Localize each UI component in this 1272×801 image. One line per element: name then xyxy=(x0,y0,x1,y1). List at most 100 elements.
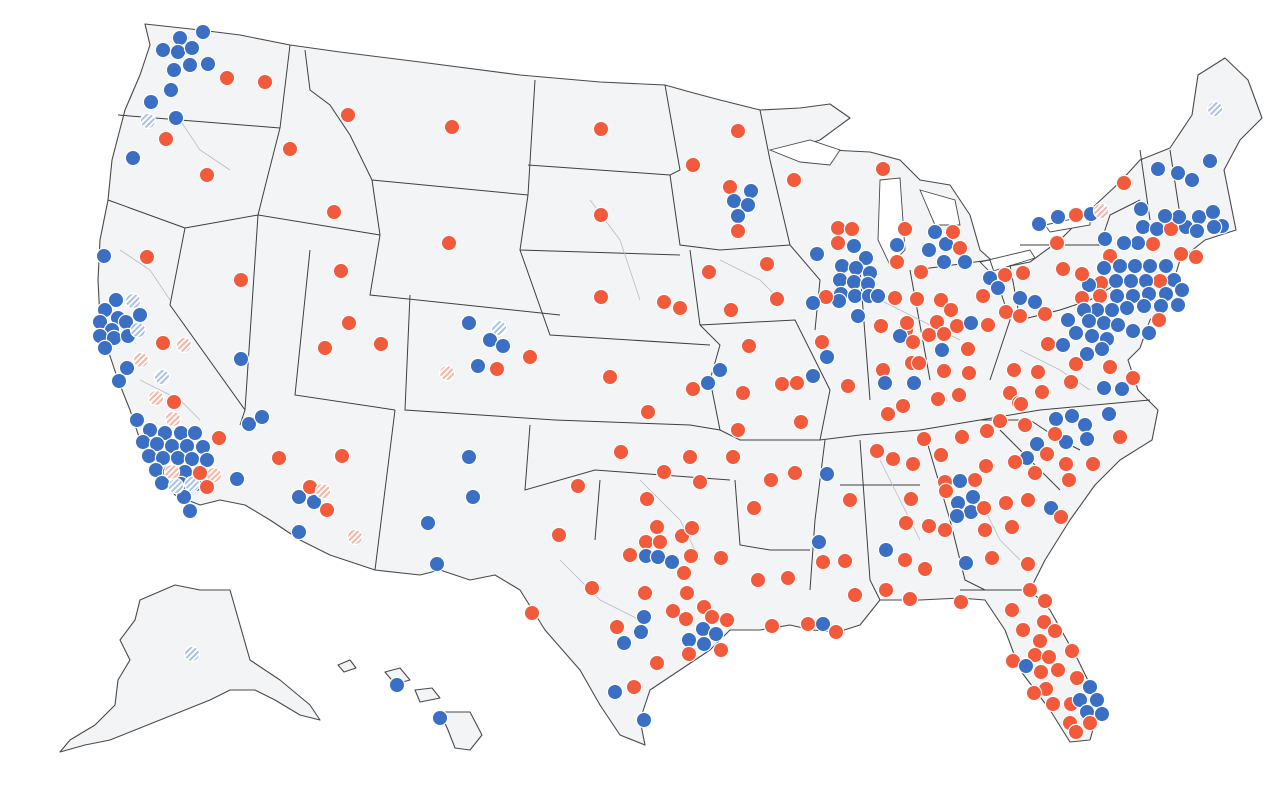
rep-district-dot xyxy=(1014,621,1032,639)
rep-district-dot xyxy=(664,602,682,620)
rep-district-dot xyxy=(639,403,657,421)
rep-district-dot xyxy=(612,443,630,461)
rep-district-dot xyxy=(675,564,693,582)
dem-district-dot xyxy=(1078,345,1096,363)
dem-district-dot xyxy=(464,488,482,506)
dem-district-dot xyxy=(1183,171,1201,189)
rep-district-dot xyxy=(1032,663,1050,681)
dem-district-dot xyxy=(814,615,832,633)
rep-district-dot xyxy=(325,203,343,221)
dem-district-dot xyxy=(847,259,865,277)
dem-district-dot xyxy=(635,711,653,729)
rep-district-dot xyxy=(651,533,669,551)
dem-district-dot xyxy=(1107,272,1125,290)
dem-district-dot xyxy=(1149,160,1167,178)
rep-district-dot xyxy=(638,490,656,508)
rep-district-dot xyxy=(521,348,539,366)
dem-district-dot xyxy=(849,307,867,325)
dem-district-dot xyxy=(1030,215,1048,233)
dem-district-dot xyxy=(118,359,136,377)
rep-district-dot xyxy=(975,499,993,517)
rep-district-dot xyxy=(1005,361,1023,379)
rep-district-dot xyxy=(1067,206,1085,224)
dem-district-dot xyxy=(1134,218,1152,236)
rep-district-dot xyxy=(232,271,250,289)
rep-district-dot xyxy=(721,178,739,196)
dem-district-dot xyxy=(1152,297,1170,315)
dem-district-dot xyxy=(1026,293,1044,311)
rep-district-dot xyxy=(768,290,786,308)
dem-district-dot xyxy=(1095,259,1113,277)
rep-district-dot xyxy=(912,263,930,281)
dem-district-dot xyxy=(128,411,146,429)
dem-district-dot xyxy=(1080,312,1098,330)
dem-district-dot xyxy=(154,41,172,59)
rep-district-dot xyxy=(749,571,767,589)
dem-district-dot xyxy=(1047,410,1065,428)
dem-district-dot xyxy=(181,502,199,520)
dem-district-dot xyxy=(140,447,158,465)
rep-district-dot xyxy=(681,448,699,466)
dem-district-dot xyxy=(957,554,975,572)
dem-district-dot xyxy=(232,350,250,368)
rep-district-dot xyxy=(1150,311,1168,329)
rep-district-dot xyxy=(684,380,702,398)
rep-district-dot xyxy=(740,337,758,355)
rep-district-dot xyxy=(829,234,847,252)
rep-district-dot xyxy=(440,234,458,252)
rep-district-dot xyxy=(210,429,228,447)
rep-district-dot xyxy=(684,156,702,174)
rep-district-dot xyxy=(655,463,673,481)
rep-district-dot xyxy=(959,340,977,358)
rep-district-dot xyxy=(677,610,695,628)
dem-lean-district-dot xyxy=(129,321,147,339)
dem-district-dot xyxy=(1109,316,1127,334)
dem-district-dot xyxy=(131,306,149,324)
rep-district-dot xyxy=(1124,369,1142,387)
rep-district-dot xyxy=(1036,305,1054,323)
rep-district-dot xyxy=(944,223,962,241)
rep-district-dot xyxy=(762,471,780,489)
rep-district-dot xyxy=(874,160,892,178)
rep-district-dot xyxy=(316,339,334,357)
dem-district-dot xyxy=(857,249,875,267)
rep-district-dot xyxy=(1035,613,1053,631)
dem-district-dot xyxy=(1205,218,1223,236)
rep-district-dot xyxy=(836,552,854,570)
rep-district-dot xyxy=(1101,358,1119,376)
dem-district-dot xyxy=(926,223,944,241)
dem-district-dot xyxy=(1190,208,1208,226)
rep-lean-district-dot xyxy=(147,389,165,407)
rep-district-dot xyxy=(333,447,351,465)
rep-district-dot xyxy=(601,368,619,386)
rep-district-dot xyxy=(583,579,601,597)
rep-district-dot xyxy=(700,263,718,281)
dem-district-dot xyxy=(175,488,193,506)
rep-district-dot xyxy=(846,586,864,604)
rep-district-dot xyxy=(1062,373,1080,391)
dem-district-dot xyxy=(1173,281,1191,299)
rep-district-dot xyxy=(683,519,701,537)
rep-district-dot xyxy=(1016,416,1034,434)
rep-district-dot xyxy=(910,354,928,372)
rep-district-dot xyxy=(1067,355,1085,373)
rep-district-dot xyxy=(966,471,984,489)
rep-district-dot xyxy=(648,518,666,536)
dem-district-dot xyxy=(1081,678,1099,696)
rep-district-dot xyxy=(1025,684,1043,702)
dem-district-dot xyxy=(877,541,895,559)
dem-district-dot xyxy=(1057,433,1075,451)
dem-district-dot xyxy=(845,273,863,291)
dem-district-dot xyxy=(1188,222,1206,240)
rep-district-dot xyxy=(888,253,906,271)
dem-district-dot xyxy=(156,424,174,442)
rep-district-dot xyxy=(550,526,568,544)
dem-district-dot xyxy=(181,56,199,74)
rep-district-dot xyxy=(1081,714,1099,732)
rep-district-dot xyxy=(814,553,832,571)
rep-district-dot xyxy=(1067,723,1085,741)
rep-district-dot xyxy=(779,569,797,587)
rep-district-dot xyxy=(592,288,610,306)
rep-district-dot xyxy=(773,375,791,393)
rep-district-dot xyxy=(937,482,955,500)
